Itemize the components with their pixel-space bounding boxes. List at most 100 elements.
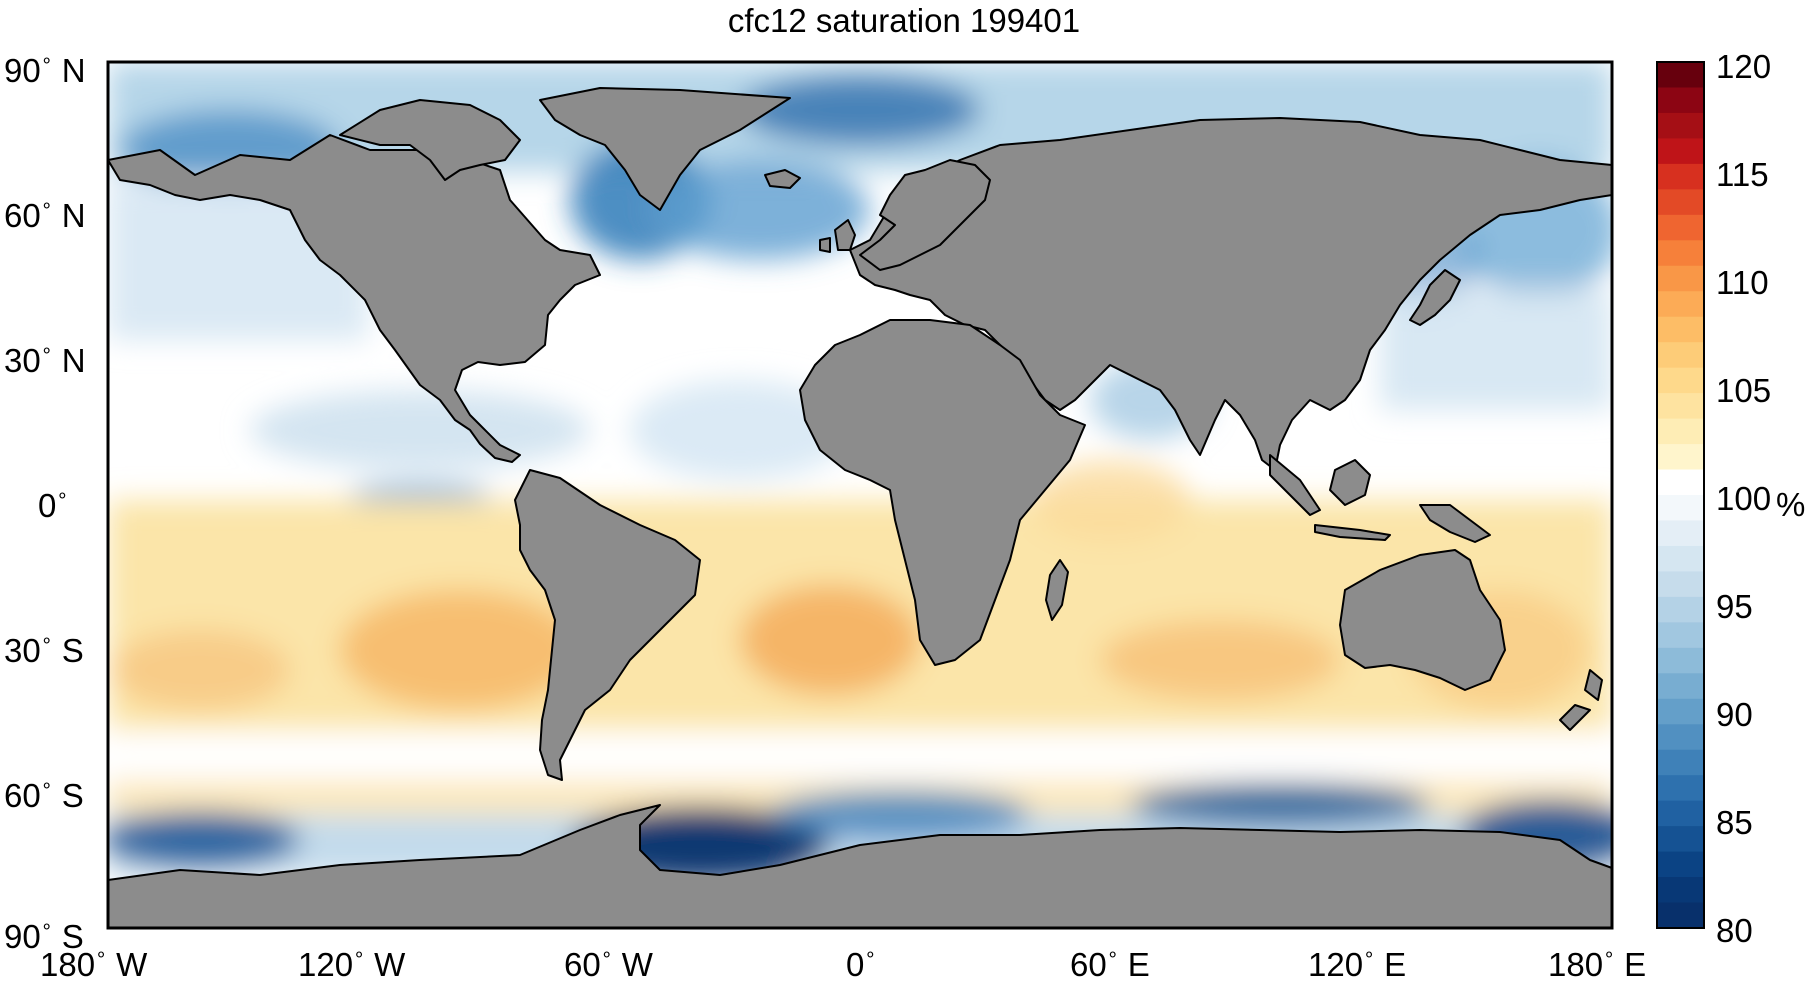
xtick-value: 60: [564, 946, 601, 983]
colorbar-unit: %: [1776, 486, 1806, 523]
ytick-value: 30: [4, 342, 41, 379]
ytick-hemisphere: N: [61, 342, 86, 379]
ytick-hemisphere: S: [61, 777, 84, 814]
colorbar-swatch: [1657, 214, 1704, 241]
landmass-iceland: [764, 169, 801, 189]
colorbar-swatch: [1657, 367, 1704, 394]
xtick-120w: 120∘ W: [298, 945, 406, 983]
xtick-hemisphere: W: [374, 946, 406, 983]
xtick-180w: 180∘ W: [40, 945, 148, 983]
ytick-60n: 60∘ N: [4, 196, 86, 234]
ytick-hemisphere: N: [61, 197, 86, 234]
ytick-30n: 30∘ N: [4, 341, 86, 379]
landmass-new-zealand: [1559, 669, 1603, 731]
colorbar-swatch: [1657, 622, 1704, 649]
xtick-value: 120: [298, 946, 354, 983]
landmass-south-america: [514, 469, 701, 781]
map-frame: [106, 60, 1614, 930]
colorbar-swatch: [1657, 138, 1704, 165]
colorbar-swatch: [1657, 189, 1704, 216]
xtick-value: 120: [1308, 946, 1364, 983]
ytick-90n: 90∘ N: [4, 51, 86, 89]
colorbar-swatch: [1657, 826, 1704, 853]
colorbar-tick-80: 80: [1716, 912, 1753, 949]
xtick-value: 0: [846, 946, 865, 983]
landmass-sumatra-java: [1269, 454, 1391, 541]
ytick-value: 60: [4, 777, 41, 814]
colorbar-swatch: [1657, 342, 1704, 369]
xtick-hemisphere: E: [1624, 946, 1647, 983]
xtick-60e: 60∘ E: [1070, 945, 1150, 983]
ytick-hemisphere: S: [61, 632, 84, 669]
xtick-0: 0∘: [846, 945, 877, 983]
landmass-madagascar: [1045, 559, 1069, 621]
colorbar-swatch: [1657, 673, 1704, 700]
colorbar-tick-105: 105: [1716, 372, 1772, 409]
colorbar-swatch: [1657, 316, 1704, 343]
xtick-120e: 120∘ E: [1308, 945, 1407, 983]
landmass-europe-west: [859, 159, 991, 271]
ytick-60s: 60∘ S: [4, 776, 84, 814]
colorbar-swatch: [1657, 112, 1704, 140]
colorbar-tick-120: 120: [1716, 48, 1772, 85]
ytick-0: 0∘: [38, 486, 69, 524]
colorbar-swatch: [1657, 698, 1704, 725]
land-masses: [108, 87, 1612, 928]
ytick-value: 90: [4, 918, 41, 955]
colorbar-tick-100: 100: [1716, 480, 1772, 517]
colorbar-swatch: [1657, 291, 1704, 318]
colorbar-tick-90: 90: [1716, 696, 1753, 733]
colorbar-swatch: [1657, 265, 1704, 292]
colorbar-tick-110: 110: [1716, 264, 1769, 301]
xtick-60w: 60∘ W: [564, 945, 653, 983]
colorbar-swatch: [1657, 749, 1704, 776]
colorbar-swatch: [1657, 571, 1704, 598]
landmass-japan: [1409, 269, 1461, 326]
xtick-hemisphere: W: [621, 946, 653, 983]
colorbar-swatch: [1657, 469, 1704, 496]
colorbar-swatch: [1657, 647, 1704, 674]
ytick-30s: 30∘ S: [4, 631, 84, 669]
colorbar: [1657, 62, 1704, 929]
landmass-hudson-bay-arctic-islands: [339, 99, 521, 181]
colorbar-swatch: [1657, 393, 1704, 420]
colorbar-swatch: [1657, 800, 1704, 827]
xtick-hemisphere: E: [1127, 946, 1150, 983]
colorbar-frame: [1656, 61, 1705, 929]
ytick-90s: 90∘ S: [4, 917, 84, 955]
ytick-hemisphere: N: [61, 52, 86, 89]
landmass-australia: [1339, 549, 1506, 691]
ytick-hemisphere: S: [61, 918, 84, 955]
ytick-value: 0: [38, 487, 57, 524]
map-title: cfc12 saturation 199401: [727, 2, 1081, 39]
landmass-british-isles: [819, 219, 856, 253]
colorbar-tick-85: 85: [1716, 804, 1753, 841]
colorbar-tick-115: 115: [1716, 156, 1769, 193]
colorbar-swatch: [1657, 877, 1704, 904]
ytick-value: 90: [4, 52, 41, 89]
colorbar-swatch: [1657, 62, 1704, 89]
landmass-greenland: [539, 87, 791, 211]
landmass-new-guinea: [1419, 504, 1491, 543]
xtick-value: 60: [1070, 946, 1107, 983]
colorbar-swatch: [1657, 240, 1704, 267]
saturation-field: [108, 62, 1612, 883]
colorbar-tick-95: 95: [1716, 588, 1753, 625]
colorbar-swatch: [1657, 775, 1704, 802]
xtick-hemisphere: W: [116, 946, 148, 983]
landmass-borneo: [1329, 459, 1371, 506]
colorbar-swatch: [1657, 87, 1704, 114]
xtick-180e: 180∘ E: [1548, 945, 1647, 983]
colorbar-swatch: [1657, 851, 1704, 878]
colorbar-swatch: [1657, 545, 1704, 573]
xtick-value: 180: [40, 946, 96, 983]
xtick-value: 180: [1548, 946, 1604, 983]
ytick-value: 30: [4, 632, 41, 669]
colorbar-swatch: [1657, 520, 1704, 547]
colorbar-swatch: [1657, 596, 1704, 623]
landmass-antarctica: [108, 804, 1612, 928]
colorbar-swatch: [1657, 495, 1704, 522]
colorbar-swatch: [1657, 444, 1704, 471]
landmass-africa: [799, 319, 1086, 666]
